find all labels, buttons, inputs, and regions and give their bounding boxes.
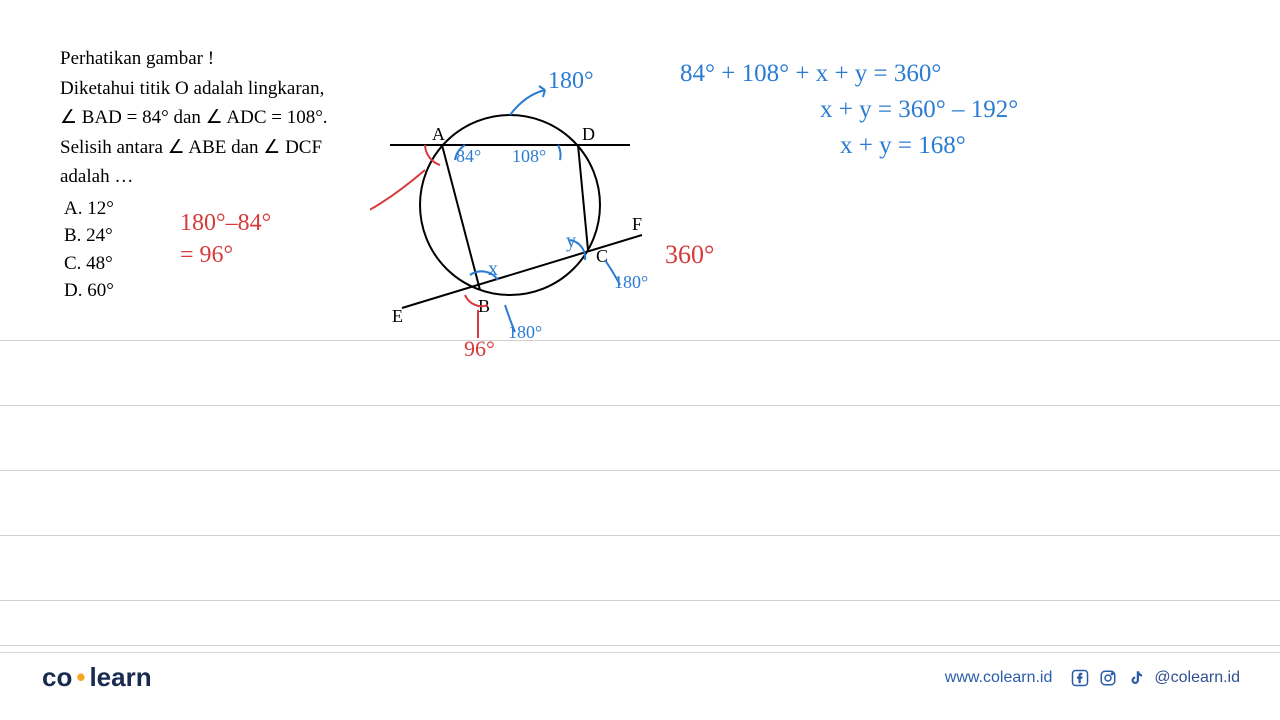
website-link[interactable]: www.colearn.id bbox=[945, 669, 1053, 687]
brand-logo: co•learn bbox=[40, 662, 154, 693]
work-area: 84° + 108° + x + y = 360° x + y = 360° –… bbox=[680, 60, 1240, 168]
logo-dot: • bbox=[76, 662, 85, 692]
arrow-180-top bbox=[510, 90, 545, 115]
q-line2: Diketahui titik O adalah lingkaran, bbox=[60, 75, 410, 103]
social-handle: @colearn.id bbox=[1154, 669, 1240, 687]
circle bbox=[420, 115, 600, 295]
anno-180a: 180° bbox=[508, 322, 542, 343]
q-line3: ∠ BAD = 84° dan ∠ ADC = 108°. bbox=[60, 104, 410, 132]
footer-right: www.colearn.id @colearn.id bbox=[945, 668, 1240, 688]
label-d: D bbox=[582, 124, 595, 144]
anno-red-result: = 96° bbox=[180, 242, 233, 269]
q-line5: adalah … bbox=[60, 163, 410, 191]
option-d: D. 60° bbox=[60, 277, 410, 305]
logo-part-b: learn bbox=[89, 662, 151, 692]
arc-red-a bbox=[425, 145, 440, 165]
anno-180-top: 180° bbox=[548, 68, 594, 95]
anno-108: 108° bbox=[512, 146, 546, 167]
geometry-diagram: A D B C E F 180° 84° 108° x y 180° 180° … bbox=[370, 60, 650, 360]
anno-180b: 180° bbox=[614, 272, 648, 293]
arrow-red-a bbox=[370, 170, 425, 215]
social-icons: @colearn.id bbox=[1070, 668, 1240, 688]
facebook-icon[interactable] bbox=[1070, 668, 1090, 688]
side-dc bbox=[578, 145, 588, 250]
option-c: C. 48° bbox=[60, 250, 410, 278]
instagram-icon[interactable] bbox=[1098, 668, 1118, 688]
q-line4: Selisih antara ∠ ABE dan ∠ DCF bbox=[60, 134, 410, 162]
anno-y: y bbox=[566, 230, 576, 253]
arc-108 bbox=[558, 145, 561, 160]
work-line-2: x + y = 360° – 192° bbox=[680, 96, 1240, 124]
work-line-1: 84° + 108° + x + y = 360° bbox=[680, 60, 1240, 88]
anno-red-360: 360° bbox=[665, 240, 714, 270]
anno-x: x bbox=[488, 258, 498, 281]
label-a: A bbox=[432, 124, 445, 144]
label-e: E bbox=[392, 306, 403, 326]
q-line1: Perhatikan gambar ! bbox=[60, 45, 410, 73]
anno-red-96: 96° bbox=[464, 336, 495, 362]
question-block: Perhatikan gambar ! Diketahui titik O ad… bbox=[60, 45, 410, 305]
tiktok-icon[interactable] bbox=[1126, 668, 1146, 688]
anno-84: 84° bbox=[456, 146, 481, 167]
logo-part-a: co bbox=[42, 662, 72, 692]
work-line-3: x + y = 168° bbox=[680, 132, 1240, 160]
label-f: F bbox=[632, 214, 642, 234]
footer: co•learn www.colearn.id @colearn.id bbox=[0, 652, 1280, 702]
anno-red-expr: 180°–84° bbox=[180, 210, 271, 237]
